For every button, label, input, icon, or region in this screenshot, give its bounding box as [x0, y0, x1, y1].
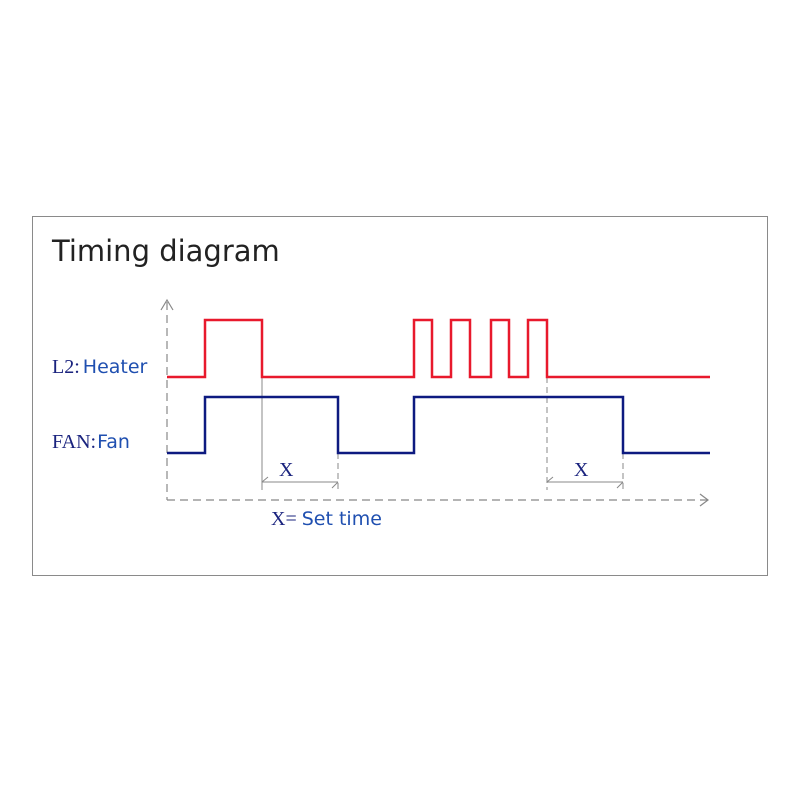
svg-text:FAN:Fan: FAN:Fan — [52, 431, 130, 453]
fan-waveform — [167, 395, 710, 455]
heater-label: L2: Heater — [52, 356, 148, 378]
y-axis-arrow — [160, 298, 174, 311]
reference-lines — [261, 377, 624, 490]
delay-label-1: X — [279, 459, 294, 481]
heater-waveform — [167, 318, 710, 379]
fan-label: FAN:Fan — [52, 431, 130, 453]
time-axis-arrow — [699, 493, 709, 507]
delay-label-2: X — [574, 459, 589, 481]
legend: X= Set time — [271, 508, 382, 530]
axes — [160, 298, 709, 507]
diagram-frame — [32, 216, 768, 576]
diagram-title: Timing diagram — [51, 234, 280, 268]
svg-text:L2:Heater: L2: Heater — [52, 356, 148, 378]
